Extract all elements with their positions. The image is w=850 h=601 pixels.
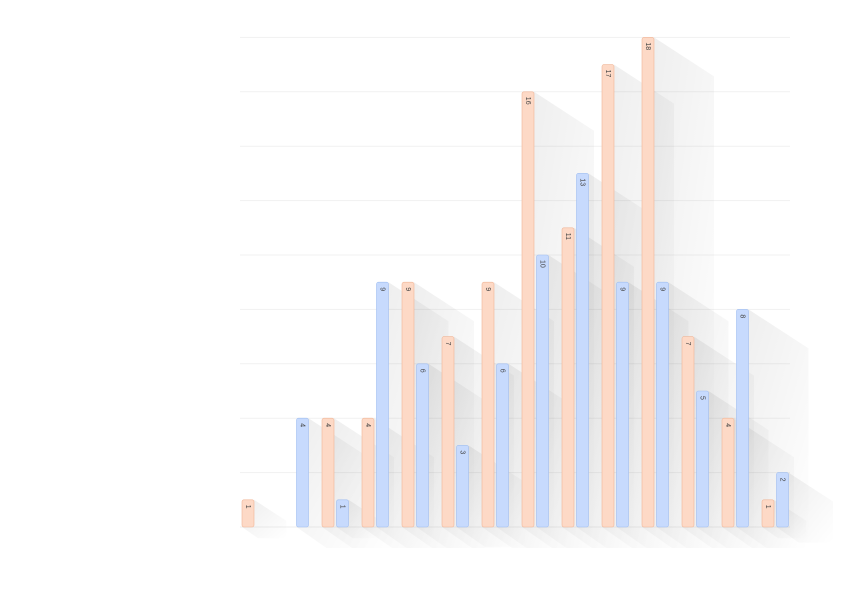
data-label: 9 [659, 287, 666, 291]
data-label: 9 [484, 287, 491, 291]
bar [561, 227, 575, 528]
data-label: 7 [444, 342, 451, 346]
data-label: 3 [459, 450, 466, 454]
data-label: 5 [699, 396, 706, 400]
data-label: 4 [364, 423, 371, 427]
data-label: 9 [619, 287, 626, 291]
data-label: 4 [724, 423, 731, 427]
data-label: 10 [539, 260, 546, 268]
bar [481, 281, 495, 528]
data-label: 4 [299, 423, 306, 427]
bar [776, 472, 789, 528]
data-label: 6 [499, 369, 506, 373]
data-label: 8 [739, 314, 746, 318]
bar [681, 336, 695, 528]
bar [456, 445, 469, 528]
data-label: 7 [684, 342, 691, 346]
data-label: 13 [579, 178, 586, 186]
data-label: 9 [379, 287, 386, 291]
bar [376, 281, 389, 528]
data-label: 9 [404, 287, 411, 291]
data-label: 1 [339, 505, 346, 509]
bar [336, 499, 349, 528]
bar [536, 254, 549, 528]
bars [241, 37, 789, 528]
bar [696, 390, 709, 528]
bar [656, 281, 669, 528]
data-label: 1 [244, 505, 251, 509]
bar [401, 281, 415, 528]
bar [416, 363, 429, 528]
bar [521, 91, 535, 528]
bar [496, 363, 509, 528]
data-label: 16 [524, 97, 531, 105]
bar [296, 417, 309, 528]
bar [241, 499, 255, 528]
data-label: 18 [644, 42, 651, 50]
bar-shadow [242, 499, 287, 539]
data-label: 1 [764, 505, 771, 509]
bar [321, 417, 335, 528]
data-label: 4 [324, 423, 331, 427]
bar [601, 64, 615, 528]
data-label: 2 [779, 478, 786, 482]
bar [736, 309, 749, 528]
bar [576, 173, 589, 528]
bar [641, 37, 655, 528]
data-label: 6 [419, 369, 426, 373]
bar [721, 417, 735, 528]
bar [361, 417, 375, 528]
data-label: 11 [564, 233, 571, 240]
bar [441, 336, 455, 528]
bar [616, 281, 629, 528]
bar [761, 499, 775, 528]
data-label: 17 [604, 70, 611, 78]
